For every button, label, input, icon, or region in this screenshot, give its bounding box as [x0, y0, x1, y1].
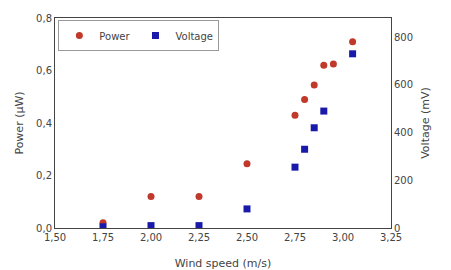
svg-text:2,50: 2,50 [236, 232, 258, 243]
svg-text:0,6: 0,6 [36, 65, 52, 76]
svg-text:0,2: 0,2 [36, 170, 52, 181]
svg-text:0,0: 0,0 [36, 223, 52, 234]
svg-text:400: 400 [394, 127, 413, 138]
svg-text:0: 0 [394, 223, 400, 234]
svg-text:0,4: 0,4 [36, 118, 52, 129]
svg-text:3,00: 3,00 [332, 232, 354, 243]
svg-text:1,50: 1,50 [44, 232, 66, 243]
svg-text:0,8: 0,8 [36, 13, 52, 24]
svg-text:3,25: 3,25 [380, 232, 402, 243]
svg-text:Wind speed (m/s): Wind speed (m/s) [175, 257, 272, 270]
svg-text:200: 200 [394, 175, 413, 186]
svg-text:Voltage: Voltage [175, 31, 213, 42]
svg-text:Voltage (mV): Voltage (mV) [419, 87, 432, 159]
svg-text:2,25: 2,25 [188, 232, 210, 243]
svg-text:Power: Power [99, 31, 130, 42]
svg-text:Power (μW): Power (μW) [13, 91, 26, 154]
svg-text:2,00: 2,00 [140, 232, 162, 243]
svg-text:1,75: 1,75 [92, 232, 114, 243]
svg-text:2,75: 2,75 [284, 232, 306, 243]
svg-text:800: 800 [394, 32, 413, 43]
svg-text:600: 600 [394, 79, 413, 90]
